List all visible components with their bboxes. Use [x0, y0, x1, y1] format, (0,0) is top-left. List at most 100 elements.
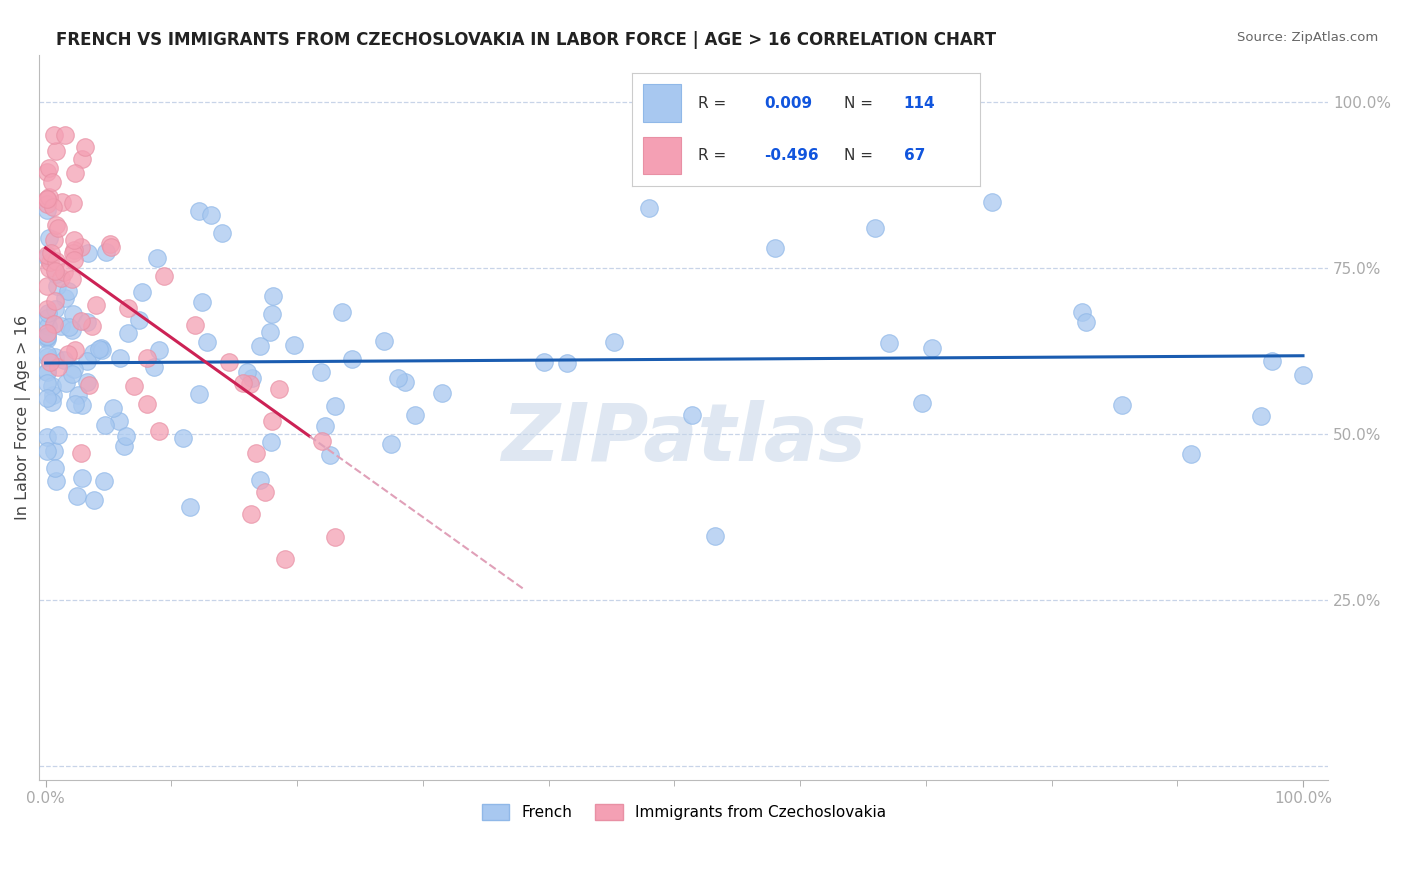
Point — [240, 371, 263, 385]
Point — [41, 379, 63, 393]
Point — [84, 298, 107, 312]
Point — [1074, 314, 1097, 328]
Point — [430, 386, 453, 401]
Point — [62, 307, 84, 321]
Point — [42, 233, 65, 247]
Point — [51, 318, 73, 333]
Point — [35, 192, 58, 206]
Point — [184, 318, 207, 333]
Point — [35, 165, 58, 179]
Point — [387, 371, 409, 385]
Point — [273, 552, 295, 566]
Point — [60, 271, 83, 285]
Point — [53, 128, 76, 142]
Point — [1070, 304, 1092, 318]
Point — [70, 152, 93, 166]
Point — [70, 471, 93, 485]
Point — [117, 326, 139, 340]
Point — [911, 395, 934, 409]
Point — [980, 194, 1002, 209]
Point — [142, 359, 165, 374]
Point — [49, 270, 72, 285]
Point — [260, 435, 283, 450]
Point — [1111, 398, 1133, 412]
Point — [112, 439, 135, 453]
Point — [35, 332, 58, 346]
Point — [56, 347, 79, 361]
Point — [35, 430, 58, 444]
Point — [83, 492, 105, 507]
Point — [703, 529, 725, 543]
Point — [37, 310, 59, 325]
Point — [45, 144, 67, 158]
Point — [41, 175, 63, 189]
Point — [44, 301, 66, 316]
Point — [262, 289, 284, 303]
Point — [260, 415, 283, 429]
Point — [865, 221, 887, 235]
Point — [63, 244, 86, 258]
Point — [93, 474, 115, 488]
Point — [122, 379, 145, 393]
Point — [73, 140, 96, 154]
Point — [179, 500, 201, 515]
Point — [45, 254, 67, 268]
Point — [51, 194, 73, 209]
Point — [340, 352, 363, 367]
Point — [35, 202, 58, 217]
Point — [35, 347, 58, 361]
Point — [70, 446, 93, 460]
Point — [39, 355, 62, 369]
Point — [283, 338, 305, 352]
Point — [195, 335, 218, 350]
Point — [76, 245, 98, 260]
Point — [153, 268, 176, 283]
Point — [35, 376, 58, 391]
Point — [90, 341, 112, 355]
Point — [35, 329, 58, 343]
Point — [42, 388, 65, 402]
Point — [35, 192, 58, 206]
Point — [1261, 354, 1284, 368]
Point — [63, 233, 86, 247]
Point — [82, 346, 104, 360]
Point — [323, 400, 346, 414]
Point — [319, 448, 342, 462]
Point — [218, 355, 240, 369]
Point — [240, 507, 263, 521]
Point — [46, 221, 69, 235]
Point — [131, 285, 153, 300]
Point — [58, 319, 80, 334]
Point — [35, 326, 58, 340]
Point — [44, 444, 66, 458]
Point — [35, 329, 58, 343]
Point — [311, 434, 333, 449]
Point — [35, 443, 58, 458]
Point — [55, 376, 77, 391]
Point — [245, 446, 267, 460]
Point — [53, 291, 76, 305]
Point — [37, 318, 59, 333]
Point — [101, 401, 124, 415]
Point — [115, 429, 138, 443]
Point — [94, 418, 117, 433]
Point — [128, 313, 150, 327]
Point — [38, 190, 60, 204]
Point — [681, 408, 703, 422]
Point — [404, 408, 426, 422]
Point — [44, 128, 66, 142]
Point — [236, 365, 259, 379]
Point — [110, 351, 132, 366]
Point — [172, 431, 194, 445]
Point — [877, 335, 900, 350]
Point — [638, 201, 661, 215]
Point — [35, 366, 58, 380]
Point — [70, 398, 93, 412]
Point — [37, 306, 59, 320]
Point — [94, 245, 117, 260]
Point — [63, 166, 86, 180]
Point — [63, 343, 86, 358]
Point — [323, 530, 346, 544]
Point — [41, 395, 63, 409]
Point — [555, 355, 578, 369]
